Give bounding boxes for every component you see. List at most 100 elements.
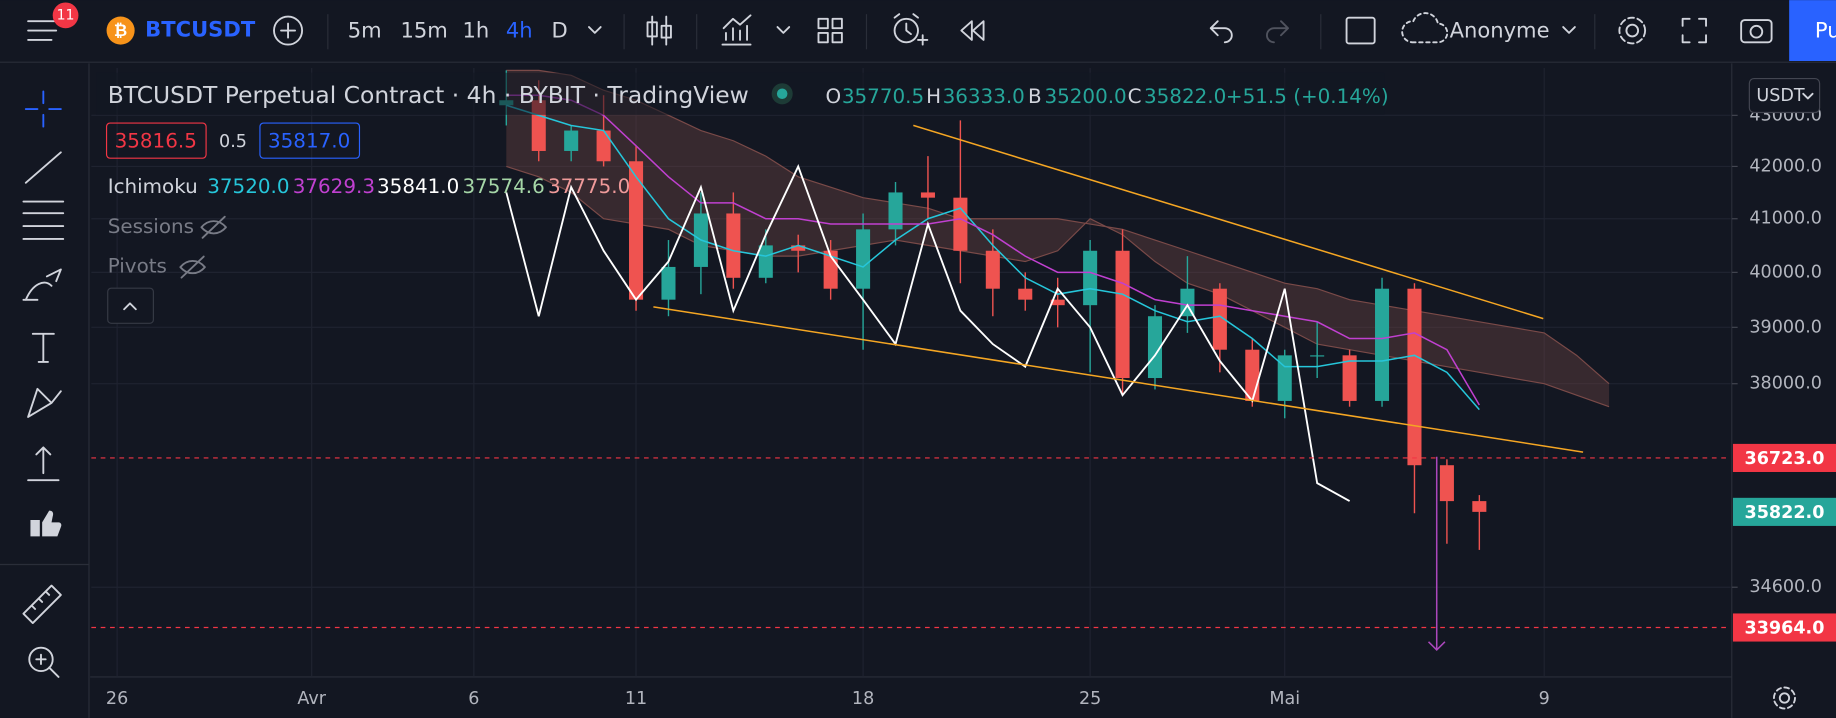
- ohlc-key: B: [1028, 85, 1042, 108]
- sell-button[interactable]: [105, 122, 207, 159]
- menu-button[interactable]: 11: [27, 2, 79, 41]
- screenshot-button[interactable]: [1740, 19, 1773, 44]
- x-tick-label: 26: [106, 689, 128, 709]
- interval-button[interactable]: 1h: [463, 18, 490, 43]
- indicators-dropdown: [776, 26, 791, 34]
- currency-button[interactable]: USDT: [1748, 77, 1821, 114]
- brush-tool[interactable]: [22, 268, 62, 301]
- source: TradingView: [606, 81, 748, 109]
- ohlc-value: 36333.0: [943, 85, 1025, 108]
- cloud-edge: [506, 165, 1610, 408]
- exchange: BYBIT: [519, 81, 586, 109]
- candle-body: [856, 229, 871, 289]
- symbol-button[interactable]: ₿ BTCUSDT: [106, 16, 256, 45]
- ohlc-value: 35200.0: [1044, 85, 1126, 108]
- indicator-value: 37775.0: [548, 175, 630, 198]
- layout-dropdown: [1562, 26, 1576, 34]
- indicators-icon: [721, 14, 752, 46]
- favorites-tool[interactable]: [30, 510, 62, 537]
- interval-button[interactable]: D: [552, 18, 568, 43]
- legend-backdrop: [96, 72, 1385, 115]
- ohlc-key: H: [926, 85, 941, 108]
- x-tick-label: 11: [625, 689, 647, 709]
- y-tick-label: 38000.0: [1749, 374, 1822, 394]
- ohlc-key: C: [1128, 85, 1142, 108]
- projection-tool[interactable]: [27, 446, 60, 482]
- indicator-name: Ichimoku: [108, 175, 198, 198]
- price-change: +51.5 (+0.14%): [1226, 85, 1389, 108]
- hidden-indicator: Sessions: [108, 215, 194, 238]
- indicator-values: 37520.0 37629.3 35841.0 37574.6 37775.0: [207, 175, 630, 198]
- zoom-tool[interactable]: [28, 646, 60, 678]
- collapse-legend[interactable]: [107, 287, 154, 324]
- y-tick-label: 40000.0: [1749, 262, 1822, 282]
- alarm-hands: [893, 13, 929, 46]
- layout-select[interactable]: [1345, 16, 1376, 45]
- replay-button[interactable]: [960, 20, 985, 41]
- candle-body: [1083, 250, 1098, 306]
- cloud-icon: [1401, 12, 1449, 44]
- top-toolbar: 11 ₿ BTCUSDT 5m 15m 1h 4h D Anonyme P: [0, 0, 1836, 63]
- indicators-button[interactable]: [721, 14, 791, 46]
- trend-line[interactable]: [653, 306, 1584, 453]
- settings-button[interactable]: [1618, 16, 1647, 45]
- redo-button[interactable]: [1266, 20, 1289, 44]
- candle-body: [1212, 288, 1227, 350]
- candle-body: [1147, 316, 1163, 379]
- trend-line[interactable]: [913, 124, 1544, 320]
- ichimoku-cloud: [506, 70, 1610, 407]
- trendline-tool[interactable]: [24, 151, 62, 184]
- candle-body: [985, 250, 1000, 289]
- x-tick-label: 18: [852, 689, 874, 709]
- ohlc-value: 35770.5: [842, 85, 924, 108]
- interval-button[interactable]: 15m: [400, 18, 447, 43]
- chart-type-button[interactable]: [646, 15, 672, 46]
- alarm-icon: [893, 17, 919, 44]
- compare-icon: [273, 15, 304, 46]
- replay-icon: [960, 20, 985, 41]
- alert-button[interactable]: [893, 13, 929, 46]
- buy-button[interactable]: [259, 122, 361, 159]
- candle-body: [1310, 355, 1325, 357]
- crosshair-tool[interactable]: [24, 90, 62, 128]
- axis-settings[interactable]: [1773, 686, 1796, 710]
- indicator-value: 37520.0: [207, 175, 289, 198]
- level-label: 33964.0: [1745, 619, 1825, 639]
- ohlc-value: 35822.0: [1144, 85, 1226, 108]
- text-tool[interactable]: [31, 332, 55, 363]
- fullscreen-button[interactable]: [1681, 17, 1707, 44]
- undo-button[interactable]: [1209, 20, 1233, 44]
- level-badge: [1732, 613, 1836, 642]
- show-indicator[interactable]: [179, 255, 206, 279]
- bid: 35816.5: [115, 129, 197, 152]
- interval-button[interactable]: 5m: [348, 18, 382, 43]
- pattern-tool[interactable]: [27, 387, 62, 418]
- last-price-badge: [1732, 497, 1836, 526]
- x-tick-label: 6: [468, 689, 479, 709]
- layout-icon: [831, 31, 843, 44]
- candle-body: [661, 266, 676, 300]
- candle-body: [953, 197, 968, 251]
- target-arrow[interactable]: [1427, 456, 1446, 652]
- interval-dropdown[interactable]: [588, 26, 602, 34]
- show-indicator[interactable]: [200, 215, 227, 239]
- candle-body: [920, 192, 935, 198]
- y-tick-label: 42000.0: [1749, 156, 1822, 176]
- redo-icon: [1266, 20, 1289, 44]
- save-layout[interactable]: Anonyme: [1401, 12, 1576, 44]
- compare-button[interactable]: [273, 15, 304, 46]
- x-tick-label: Mai: [1269, 689, 1300, 709]
- fib-tool[interactable]: [22, 200, 65, 240]
- market-status-dot: [776, 88, 788, 100]
- ruler-tool[interactable]: [22, 584, 62, 624]
- publish-button[interactable]: Pu: [1789, 0, 1836, 62]
- ask: 35817.0: [268, 129, 350, 152]
- interval-button[interactable]: 4h: [506, 18, 533, 43]
- gear-teeth: [1773, 686, 1796, 710]
- camera-icon: [1740, 19, 1773, 44]
- bitcoin-icon: [106, 16, 135, 45]
- undo-icon: [1209, 20, 1233, 44]
- symbol: BTCUSDT: [145, 17, 256, 42]
- layouts-button[interactable]: [817, 17, 843, 44]
- layout-name: Anonyme: [1450, 18, 1550, 43]
